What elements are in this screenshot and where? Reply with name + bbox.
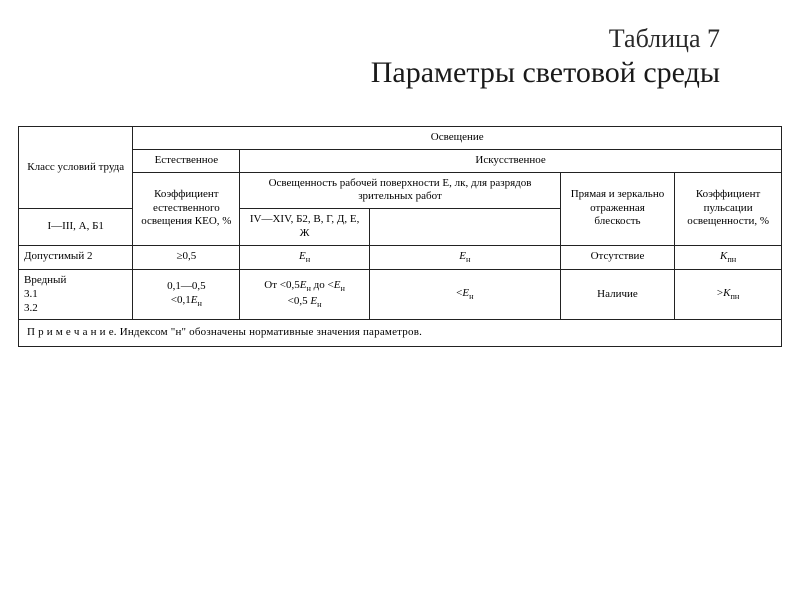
cell-glare-2: Наличие — [560, 270, 674, 320]
cell-glare-1: Отсутствие — [560, 245, 674, 270]
table-container: Класс условий труда Освещение Естественн… — [0, 98, 800, 347]
header-worksurface: Освещенность рабочей поверхности Е, лк, … — [240, 172, 561, 209]
header-lighting: Освещение — [133, 127, 782, 150]
header-keo: Коэффициент естественного освещения КЕО,… — [133, 172, 240, 245]
cell-class-2: Вредный 3.1 3.2 — [19, 270, 133, 320]
table-note-row: П р и м е ч а н и е. Индексом "н" обозна… — [19, 320, 782, 347]
header-artificial: Искусственное — [240, 149, 782, 172]
cell-keo-1: ≥0,5 — [133, 245, 240, 270]
header-class: Класс условий труда — [19, 127, 133, 209]
cell-r1c3: Eн — [240, 245, 370, 270]
cell-class-1: Допустимый 2 — [19, 245, 133, 270]
table-row: Вредный 3.1 3.2 0,1—0,5 <0,1Eн От <0,5Eн… — [19, 270, 782, 320]
table-note: П р и м е ч а н и е. Индексом "н" обозна… — [19, 320, 782, 347]
cell-r2c3: От <0,5Eн до <Eн <0,5 Eн — [240, 270, 370, 320]
header-range1: I—III, А, Б1 — [19, 209, 133, 246]
header-pulsation: Коэффициент пульсации освещенности, % — [675, 172, 782, 245]
cell-kpn-2: >Kпн — [675, 270, 782, 320]
cell-kpn-1: Kпн — [675, 245, 782, 270]
page-title: Параметры световой среды — [0, 56, 720, 90]
header-glare: Прямая и зеркально отраженная блескость — [560, 172, 674, 245]
table-label: Таблица 7 — [0, 24, 720, 54]
cell-keo-2: 0,1—0,5 <0,1Eн — [133, 270, 240, 320]
table-row: Допустимый 2 ≥0,5 Eн Eн Отсутствие Kпн — [19, 245, 782, 270]
header-range2: IV—XIV, Б2, В, Г, Д, Е, Ж — [240, 209, 370, 246]
cell-r1c4: Eн — [369, 245, 560, 270]
cell-r2c4: <Eн — [369, 270, 560, 320]
header-natural: Естественное — [133, 149, 240, 172]
parameters-table: Класс условий труда Освещение Естественн… — [18, 126, 782, 347]
